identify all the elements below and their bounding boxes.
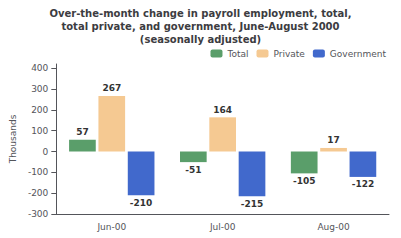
svg-text:Jun-00: Jun-00 [96, 222, 126, 232]
svg-text:-210: -210 [130, 198, 153, 208]
svg-text:-105: -105 [293, 176, 316, 186]
svg-text:267: 267 [102, 83, 121, 93]
svg-text:-215: -215 [241, 199, 264, 209]
svg-text:Over-the-month change in payro: Over-the-month change in payroll employm… [49, 8, 351, 19]
svg-text:-200: -200 [28, 188, 49, 198]
svg-text:400: 400 [31, 63, 48, 73]
svg-text:-100: -100 [28, 167, 49, 177]
svg-text:-51: -51 [185, 165, 201, 175]
svg-text:Government: Government [330, 49, 387, 59]
svg-text:total private, and government,: total private, and government, June-Augu… [61, 21, 339, 32]
svg-text:17: 17 [327, 135, 340, 145]
svg-text:Jul-00: Jul-00 [209, 222, 236, 232]
svg-text:164: 164 [213, 105, 232, 115]
svg-text:Total: Total [226, 49, 248, 59]
svg-text:-122: -122 [352, 179, 375, 189]
svg-text:Aug-00: Aug-00 [317, 222, 350, 232]
svg-text:0: 0 [43, 147, 49, 157]
svg-text:300: 300 [31, 84, 48, 94]
svg-text:Thousands: Thousands [8, 114, 18, 164]
svg-text:-300: -300 [28, 209, 49, 219]
svg-text:(seasonally adjusted): (seasonally adjusted) [140, 34, 261, 45]
svg-text:57: 57 [76, 127, 89, 137]
svg-text:100: 100 [31, 126, 48, 136]
svg-text:Private: Private [273, 49, 305, 59]
svg-text:200: 200 [31, 105, 48, 115]
